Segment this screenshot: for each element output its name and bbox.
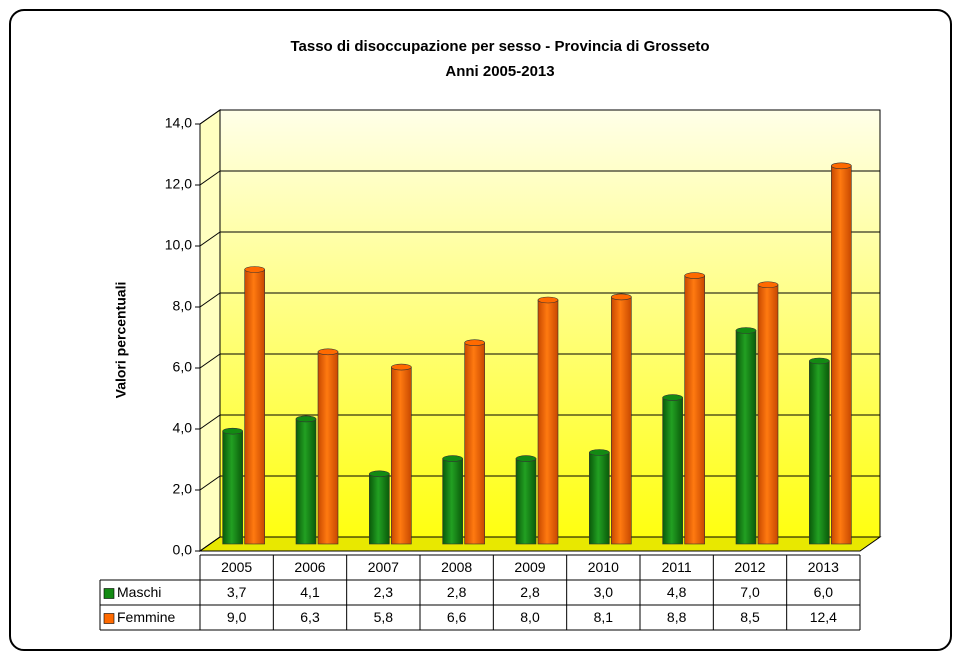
y-tick-label: 10,0	[165, 237, 192, 253]
x-tick-label: 2007	[368, 559, 399, 575]
chart-title: Tasso di disoccupazione per sesso - Prov…	[290, 38, 709, 55]
x-tick-label: 2010	[588, 559, 619, 575]
bar-cap	[611, 293, 632, 301]
grid-line-side	[199, 231, 221, 247]
y-tick-label: 12,0	[165, 176, 192, 192]
bar-cap	[684, 272, 705, 279]
x-tick-label: 2013	[808, 559, 839, 575]
table-value: 8,1	[594, 609, 614, 625]
table-value: 6,0	[814, 584, 834, 600]
x-tick-label: 2012	[734, 559, 765, 575]
grid-line-side	[199, 414, 221, 430]
bar-cap	[537, 296, 559, 304]
x-tick-label: 2009	[514, 559, 545, 575]
table-value: 8,5	[740, 609, 760, 625]
table-value: 2,8	[447, 584, 467, 600]
bar-cap	[369, 470, 390, 478]
bar-cap	[295, 415, 317, 423]
grid-line-side	[199, 170, 221, 186]
bar	[809, 360, 830, 545]
x-tick-label: 2008	[441, 559, 472, 575]
table-value: 7,0	[740, 584, 760, 600]
table-value: 12,4	[810, 609, 837, 625]
legend-label: Femmine	[117, 609, 176, 625]
bar	[735, 330, 757, 545]
x-tick-label: 2011	[662, 559, 692, 575]
bar	[222, 430, 243, 545]
bar-cap	[464, 339, 485, 347]
grid-line-side	[199, 292, 221, 308]
grid-line-side	[199, 353, 221, 369]
bar	[515, 458, 537, 545]
bar	[684, 275, 705, 545]
y-tick-label: 6,0	[173, 359, 193, 375]
y-tick-label: 2,0	[173, 481, 193, 497]
bar-cap	[831, 162, 852, 170]
y-tick-label: 0,0	[173, 542, 193, 558]
table-value: 5,8	[374, 609, 394, 625]
table-value: 9,0	[227, 609, 247, 625]
bar-cap	[589, 449, 610, 456]
legend-swatch	[103, 588, 115, 599]
bar	[537, 299, 559, 545]
table-value: 2,8	[520, 584, 540, 600]
chart-subtitle: Anni 2005-2013	[445, 63, 554, 80]
grid-line-side	[199, 536, 221, 552]
table-value: 8,8	[667, 609, 687, 625]
y-tick-label: 14,0	[165, 115, 192, 131]
legend-label: Maschi	[117, 584, 161, 600]
grid-line-side	[199, 475, 221, 491]
bar	[464, 342, 485, 545]
table-value: 8,0	[520, 609, 540, 625]
bar-cap	[317, 348, 339, 356]
bar-cap	[662, 394, 683, 401]
x-tick-label: 2005	[221, 559, 252, 575]
x-tick-label: 2006	[294, 559, 325, 575]
bar	[662, 397, 683, 545]
table-value: 6,3	[300, 609, 320, 625]
bar	[757, 284, 779, 545]
bar-cap	[735, 327, 757, 334]
table-value: 3,7	[227, 584, 247, 600]
bar-cap	[757, 281, 779, 289]
table-value: 6,6	[447, 609, 467, 625]
bar	[391, 366, 412, 545]
legend-swatch	[103, 613, 115, 624]
bar	[369, 473, 390, 545]
bar-cap	[809, 357, 830, 365]
bar-cap	[442, 455, 463, 462]
bar	[589, 452, 610, 545]
bar	[611, 296, 632, 545]
bar	[244, 269, 265, 545]
table-value: 4,8	[667, 584, 687, 600]
bar	[317, 351, 339, 545]
bar	[295, 418, 317, 545]
table-value: 4,1	[300, 584, 320, 600]
bar	[831, 165, 852, 545]
table-value: 2,3	[374, 584, 394, 600]
bar-cap	[515, 455, 537, 462]
y-tick-label: 8,0	[173, 298, 193, 314]
bar	[442, 458, 463, 545]
y-tick-label: 4,0	[173, 420, 193, 436]
bar-cap	[391, 363, 412, 371]
table-value: 3,0	[594, 584, 614, 600]
grid-line-side	[199, 109, 221, 125]
side-wall	[199, 109, 221, 552]
bar-cap	[222, 427, 243, 435]
y-axis-label: Valori percentuali	[113, 282, 129, 399]
bar-cap	[244, 266, 265, 273]
